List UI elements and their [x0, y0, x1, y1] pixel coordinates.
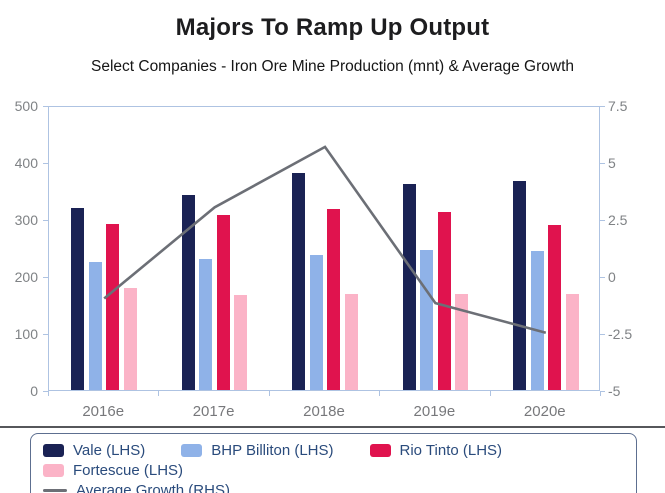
legend-item-fortescue: Fortescue (LHS): [43, 462, 183, 479]
bar-vale-2017e: [181, 194, 195, 390]
axis-tick: [600, 220, 605, 221]
y-axis-right-tick-label: 7.5: [608, 98, 628, 114]
axis-tick: [489, 391, 491, 396]
legend-label: Rio Tinto (LHS): [399, 442, 503, 459]
bar-bhp-billiton-2018e: [309, 255, 323, 390]
axis-tick: [43, 334, 48, 335]
y-axis-left-tick-label: 400: [14, 155, 38, 171]
legend-line-swatch-icon: [43, 489, 67, 492]
bar-rio-tinto-2016e: [106, 223, 120, 390]
axis-tick: [43, 391, 48, 392]
chart-title: Majors To Ramp Up Output: [175, 14, 490, 41]
legend-item-vale: Vale (LHS): [43, 442, 145, 459]
legend-item-bhp-billiton: BHP Billiton (LHS): [181, 442, 334, 459]
bar-vale-2018e: [292, 173, 306, 390]
axis-tick: [600, 391, 605, 392]
x-axis-category-label: 2019e: [413, 403, 456, 420]
bar-rio-tinto-2020e: [548, 224, 562, 390]
y-axis-right-tick-label: 0: [608, 269, 616, 285]
y-axis-left-tick-label: 100: [14, 326, 38, 342]
bar-fortescue-2019e: [455, 294, 469, 390]
axis-tick: [600, 106, 605, 107]
bar-group-2020e: [511, 105, 581, 390]
x-axis-category-label: 2016e: [82, 403, 125, 420]
axis-tick: [600, 163, 605, 164]
y-axis-left-tick-label: 200: [14, 269, 38, 285]
bar-fortescue-2020e: [565, 294, 579, 390]
bar-group-2018e: [290, 105, 360, 390]
y-axis-left-tick-label: 0: [30, 383, 38, 399]
y-axis-left-tick-label: 300: [14, 212, 38, 228]
bar-group-2016e: [69, 105, 139, 390]
legend-item-rio-tinto: Rio Tinto (LHS): [369, 442, 503, 459]
plot-area: [48, 106, 600, 391]
legend-label: BHP Billiton (LHS): [211, 442, 334, 459]
chart-subtitle: Select Companies - Iron Ore Mine Product…: [90, 58, 574, 75]
x-axis-category-label: 2017e: [192, 403, 235, 420]
legend-swatch-icon: [369, 444, 391, 457]
axis-tick: [43, 277, 48, 278]
legend-swatch-icon: [43, 464, 64, 477]
bar-vale-2016e: [71, 207, 85, 390]
axis-tick: [268, 391, 270, 396]
bar-vale-2020e: [513, 180, 527, 390]
bar-rio-tinto-2017e: [216, 215, 230, 390]
y-axis-right-tick-label: 2.5: [608, 212, 628, 228]
bar-fortescue-2016e: [123, 287, 137, 390]
bar-group-2017e: [180, 105, 250, 390]
bar-rio-tinto-2019e: [437, 211, 451, 390]
bar-vale-2019e: [402, 183, 416, 390]
y-axis-right-tick-label: -2.5: [608, 326, 633, 342]
axis-tick: [43, 163, 48, 164]
y-axis-right-tick-label: 5: [608, 155, 616, 171]
bar-bhp-billiton-2016e: [88, 262, 102, 390]
bar-bhp-billiton-2020e: [530, 250, 544, 390]
legend-label: Average Growth (RHS): [76, 482, 230, 493]
axis-tick: [43, 220, 48, 221]
x-axis-category-label: 2020e: [523, 403, 566, 420]
y-axis-right-tick-label: -5: [608, 383, 621, 399]
axis-tick: [48, 391, 49, 396]
bar-fortescue-2018e: [344, 294, 358, 390]
legend-label: Fortescue (LHS): [73, 462, 184, 479]
axis-tick: [600, 334, 605, 335]
legend: Vale (LHS) BHP Billiton (LHS) Rio Tinto (L…: [30, 433, 637, 493]
bar-bhp-billiton-2017e: [199, 258, 213, 390]
axis-tick: [379, 391, 381, 396]
x-axis-category-label: 2018e: [303, 403, 345, 420]
bar-group-2019e: [400, 105, 470, 390]
legend-item-average-growth: Average Growth (RHS): [43, 482, 624, 493]
axis-tick: [158, 391, 160, 396]
separator-line: [0, 426, 665, 428]
axis-tick: [43, 106, 48, 107]
bar-bhp-billiton-2019e: [420, 249, 434, 390]
bar-fortescue-2017e: [234, 294, 248, 390]
bar-rio-tinto-2018e: [327, 208, 341, 390]
legend-swatch-icon: [43, 444, 64, 457]
axis-tick: [600, 391, 601, 396]
legend-swatch-icon: [181, 444, 203, 457]
axis-tick: [600, 277, 605, 278]
y-axis-left-tick-label: 500: [14, 98, 38, 114]
legend-label: Vale (LHS): [73, 442, 146, 459]
